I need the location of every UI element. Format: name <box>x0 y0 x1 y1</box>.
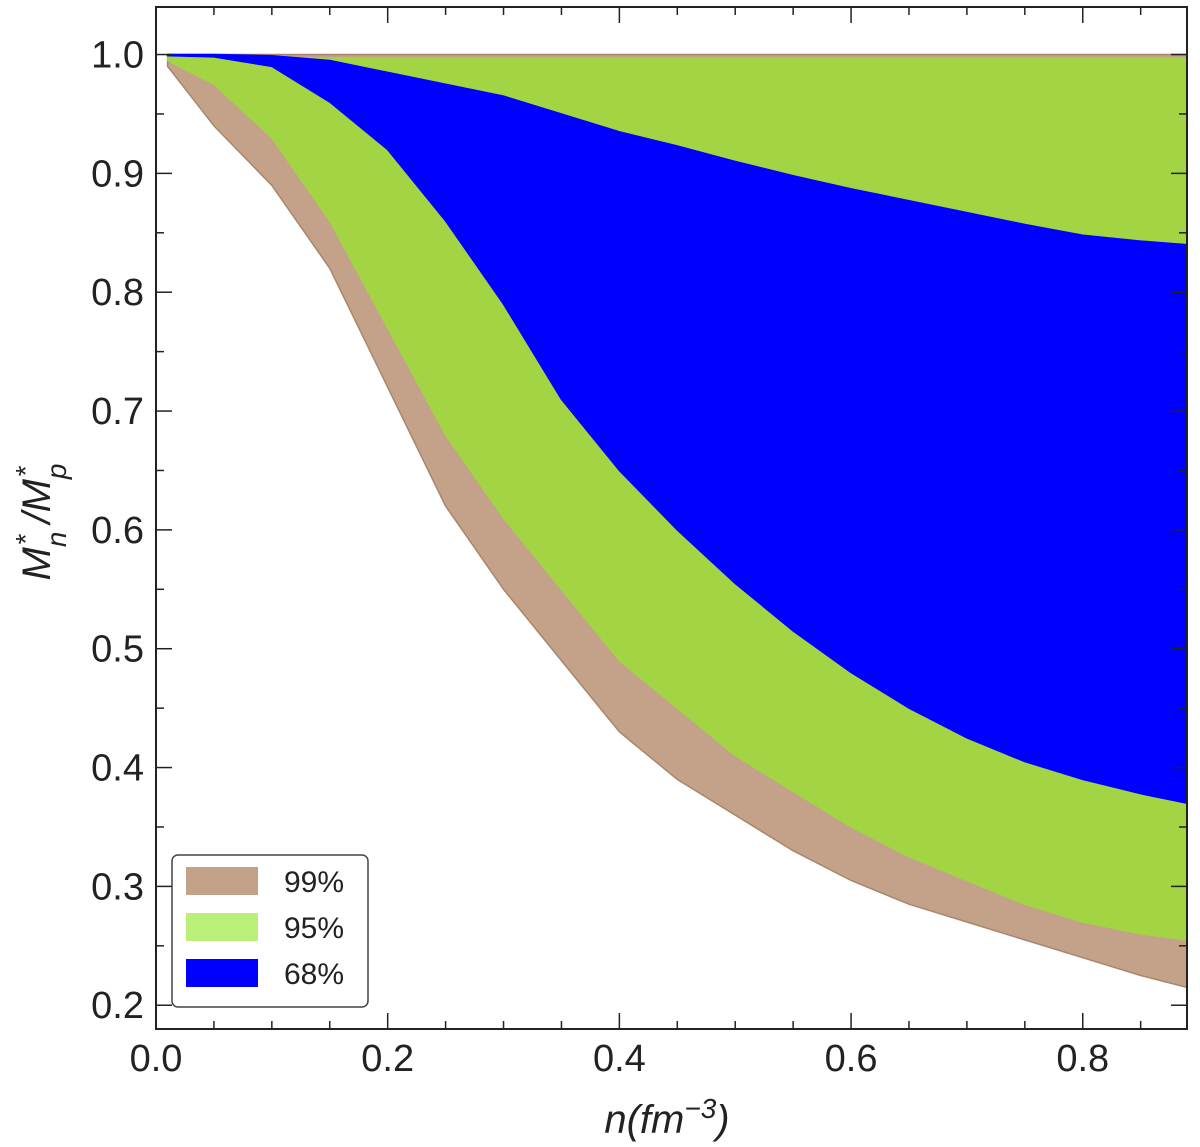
confidence-bands <box>166 53 1188 989</box>
y-tick-label: 0.5 <box>91 629 144 671</box>
plot-frame <box>155 6 1188 1030</box>
y-title-slash: /M <box>15 478 59 534</box>
x-tick-label: 0.0 <box>130 1038 183 1080</box>
y-tick-label: 0.8 <box>91 272 144 314</box>
x-axis-title: n(fm−3) <box>604 1093 729 1143</box>
x-title-base: n(fm <box>604 1098 684 1142</box>
legend-swatch <box>186 913 258 941</box>
y-title-sup2: * <box>10 466 41 478</box>
legend-label: 68% <box>284 958 344 991</box>
y-tick-label: 0.6 <box>91 510 144 552</box>
y-tick-label: 0.7 <box>91 391 144 433</box>
x-title-sup: −3 <box>684 1093 716 1124</box>
y-tick-label: 0.2 <box>91 985 144 1027</box>
legend-swatch <box>186 959 258 987</box>
y-title-sub1: n <box>41 532 72 548</box>
y-title-m1: M <box>15 546 59 580</box>
x-title-tail: ) <box>712 1098 729 1142</box>
legend-label: 95% <box>284 912 344 945</box>
legend-label: 99% <box>284 866 344 899</box>
y-axis-title: Mn* /Mp* <box>10 464 72 581</box>
y-title-sub2: p <box>41 464 72 481</box>
y-title-sup1: * <box>10 534 41 546</box>
x-tick-label: 0.2 <box>361 1038 414 1080</box>
y-tick-label: 0.4 <box>91 748 144 790</box>
legend: 99% 95% 68% <box>171 854 369 1008</box>
x-tick-label: 0.4 <box>593 1038 646 1080</box>
tick-labels: 0.0 0.2 0.4 0.6 0.8 1.0 0.9 0.8 0.7 0.6 0.5 0.4 0.3 0… <box>91 35 1109 1080</box>
legend-swatch <box>186 867 258 895</box>
x-tick-label: 0.6 <box>825 1038 878 1080</box>
y-tick-label: 1.0 <box>91 35 144 77</box>
y-tick-label: 0.9 <box>91 153 144 195</box>
x-tick-label: 0.8 <box>1056 1038 1109 1080</box>
axis-ticks <box>155 7 1187 1029</box>
y-tick-label: 0.3 <box>91 866 144 908</box>
